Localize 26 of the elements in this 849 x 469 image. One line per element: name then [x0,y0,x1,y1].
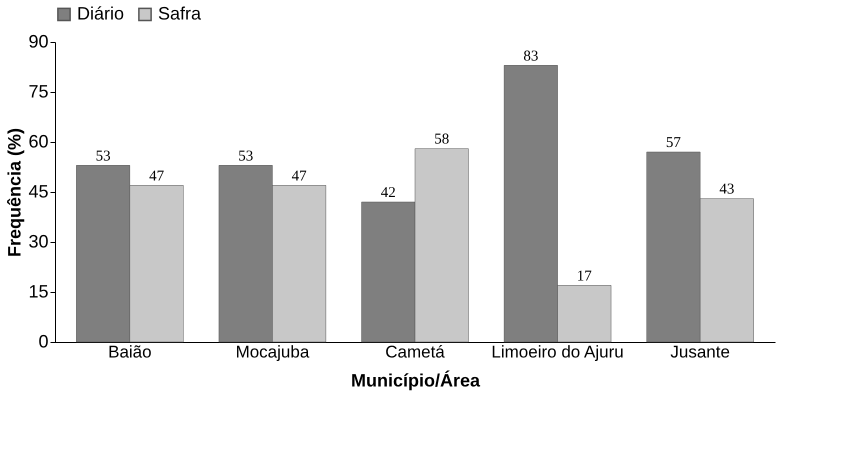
data-label: 47 [292,168,308,184]
x-axis-title: Município/Área [350,370,481,390]
data-label: 83 [523,48,538,64]
y-tick-label: 90 [28,32,48,52]
x-tick-label: Jusante [670,342,730,362]
x-tick-label: Mocajuba [236,342,310,362]
data-label: 57 [666,135,682,151]
x-tick-label: Limoeiro do Ajuru [491,342,624,362]
data-label: 43 [719,182,734,198]
data-label: 47 [149,168,165,184]
data-label: 42 [380,185,396,201]
y-axis-title: Frequência (%) [4,128,24,258]
legend-label: Diário [77,3,124,24]
data-label: 17 [576,268,592,284]
y-tick-label: 60 [28,132,48,152]
y-tick-label: 30 [28,232,48,252]
data-label: 53 [238,148,254,164]
data-label: 58 [434,132,450,148]
data-label: 53 [96,148,111,164]
y-tick-label: 75 [28,82,48,102]
y-tick-label: 0 [38,332,48,352]
y-tick-label: 15 [28,282,48,302]
legend-label: Safra [158,3,202,24]
x-tick-label: Baião [108,342,152,362]
x-tick-label: Cametá [385,342,446,362]
y-tick-label: 45 [28,182,48,202]
